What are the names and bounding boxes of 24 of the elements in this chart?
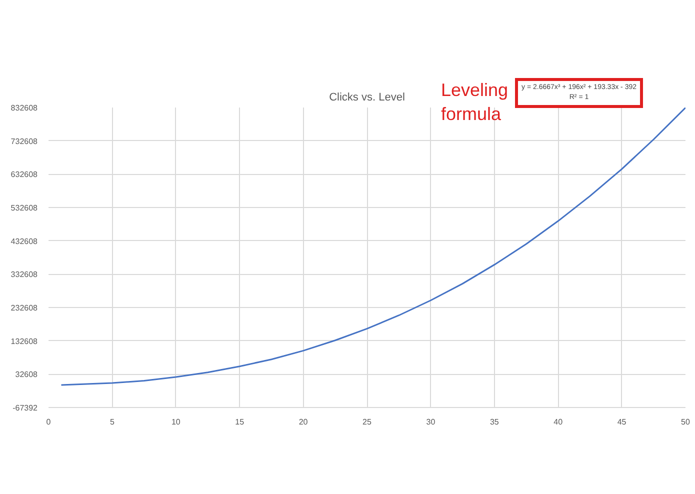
- x-tick-label: 45: [617, 418, 627, 426]
- line-series: [60, 108, 686, 386]
- y-tick-label: 532608: [10, 204, 38, 212]
- x-tick-label: 40: [554, 418, 564, 426]
- x-tick-label: 30: [426, 418, 436, 426]
- y-tick-label: 632608: [10, 170, 38, 180]
- y-tick-label: 332608: [10, 270, 38, 280]
- y-tick-label: 132608: [10, 336, 38, 346]
- x-tick-label: 10: [171, 418, 181, 426]
- y-tick-label: 732608: [10, 136, 38, 146]
- x-tick-label: 50: [681, 418, 690, 426]
- annotation: Leveling formula: [441, 79, 510, 126]
- chart-title: Clicks vs. Level: [329, 92, 405, 104]
- y-tick-label: 432608: [10, 236, 38, 246]
- x-tick-label: 20: [298, 418, 308, 426]
- x-tick-label: 35: [490, 418, 500, 426]
- y-tick-label: 232608: [10, 304, 38, 312]
- x-tick-label: 15: [235, 418, 245, 426]
- x-tick-label: 0: [46, 418, 52, 426]
- y-tick-label: 32608: [15, 370, 38, 380]
- y-tick-label: 832608: [10, 104, 38, 112]
- y-tick-label: -67392: [12, 404, 38, 412]
- x-tick-label: 5: [110, 418, 115, 426]
- x-tick-label: 25: [362, 418, 372, 426]
